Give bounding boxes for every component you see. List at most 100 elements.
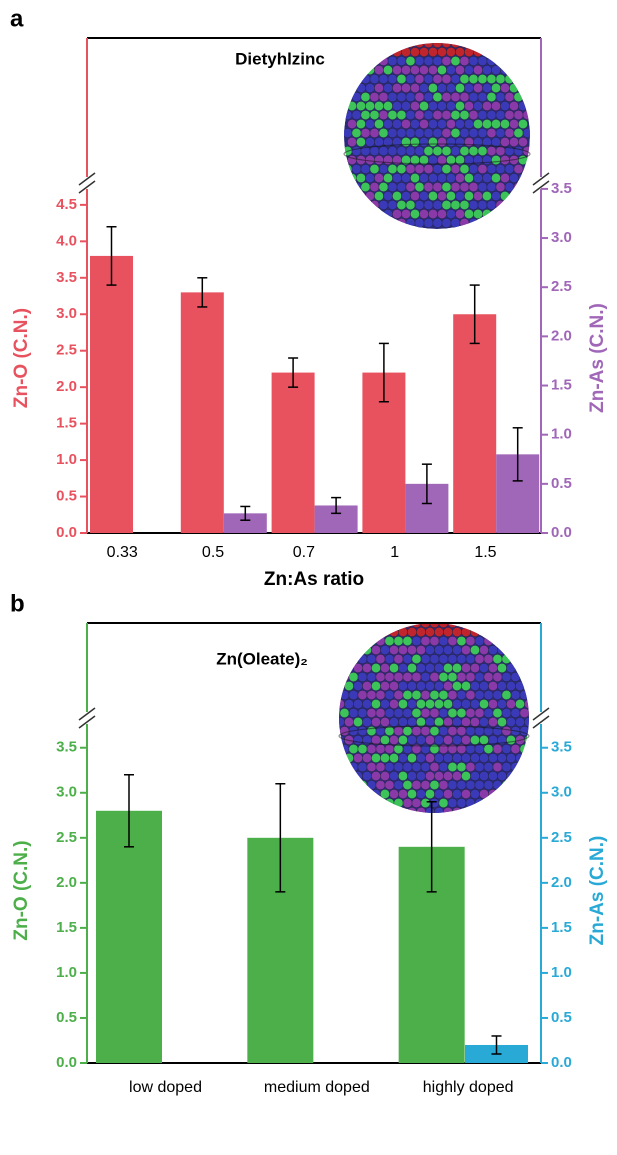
atom	[410, 173, 419, 182]
atom	[416, 681, 425, 690]
atom	[383, 83, 392, 92]
atom	[506, 681, 515, 690]
atom	[424, 182, 433, 191]
atom	[367, 672, 376, 681]
atom	[385, 690, 394, 699]
atom	[466, 708, 475, 717]
atom	[455, 83, 464, 92]
atom	[425, 645, 434, 654]
atom	[443, 699, 452, 708]
atom	[443, 771, 452, 780]
atom	[434, 753, 443, 762]
atom	[349, 744, 358, 753]
atom	[439, 762, 448, 771]
atom	[437, 83, 446, 92]
atom	[461, 789, 470, 798]
atom	[470, 663, 479, 672]
atom	[469, 56, 478, 65]
atom	[446, 137, 455, 146]
y-tick-label: 2.5	[551, 829, 572, 846]
atom	[385, 762, 394, 771]
atom	[371, 645, 380, 654]
atom	[496, 182, 505, 191]
atom	[352, 164, 361, 173]
atom	[397, 110, 406, 119]
atom	[353, 699, 362, 708]
atom	[460, 182, 469, 191]
atom	[451, 218, 460, 227]
atom	[496, 74, 505, 83]
atom	[470, 681, 479, 690]
x-tick-label: 1	[390, 544, 399, 561]
atom	[506, 699, 515, 708]
y-tick-label: 1.0	[56, 451, 77, 468]
atom	[493, 690, 502, 699]
atom	[473, 101, 482, 110]
y-tick-label: 0.0	[56, 524, 77, 541]
atom	[457, 762, 466, 771]
atom	[385, 744, 394, 753]
atom	[344, 717, 353, 726]
atom	[370, 110, 379, 119]
atom	[455, 173, 464, 182]
atom	[439, 654, 448, 663]
atom	[353, 681, 362, 690]
atom	[511, 690, 520, 699]
atom	[478, 74, 487, 83]
atom	[470, 753, 479, 762]
atom	[505, 164, 514, 173]
atom	[379, 164, 388, 173]
y-tick-label: 0.5	[56, 488, 77, 505]
y2-axis-label: Zn-As (C.N.)	[587, 836, 608, 946]
atom	[407, 627, 416, 636]
atom	[443, 753, 452, 762]
atom	[484, 744, 493, 753]
atom	[461, 753, 470, 762]
atom	[365, 101, 374, 110]
atom	[389, 735, 398, 744]
atom	[424, 56, 433, 65]
atom	[370, 92, 379, 101]
atom	[446, 47, 455, 56]
atom	[466, 672, 475, 681]
atom	[371, 699, 380, 708]
atom	[403, 780, 412, 789]
atom	[412, 690, 421, 699]
atom	[376, 780, 385, 789]
y-tick-label: 3.5	[551, 739, 572, 756]
atom	[473, 209, 482, 218]
atom	[397, 200, 406, 209]
atom	[410, 119, 419, 128]
atom	[464, 173, 473, 182]
x-tick-label: 0.7	[293, 544, 315, 561]
atom	[466, 762, 475, 771]
atom	[430, 726, 439, 735]
atom	[500, 83, 509, 92]
atom	[370, 164, 379, 173]
atom	[374, 137, 383, 146]
atom	[415, 182, 424, 191]
atom	[505, 92, 514, 101]
atom	[385, 780, 394, 789]
atom	[424, 74, 433, 83]
bar	[272, 373, 315, 533]
atom	[394, 780, 403, 789]
atom	[457, 636, 466, 645]
atom	[478, 182, 487, 191]
y-tick-label: 2.0	[551, 327, 572, 344]
atom	[482, 173, 491, 182]
atom	[374, 191, 383, 200]
y-tick-label: 3.5	[56, 269, 77, 286]
atom	[457, 708, 466, 717]
atom	[425, 699, 434, 708]
atom	[407, 717, 416, 726]
atom	[502, 708, 511, 717]
y-tick-label: 2.5	[551, 278, 572, 295]
atom	[349, 708, 358, 717]
atom	[437, 191, 446, 200]
atom	[493, 672, 502, 681]
atom	[374, 173, 383, 182]
atom	[370, 74, 379, 83]
atom	[392, 209, 401, 218]
atom	[461, 663, 470, 672]
